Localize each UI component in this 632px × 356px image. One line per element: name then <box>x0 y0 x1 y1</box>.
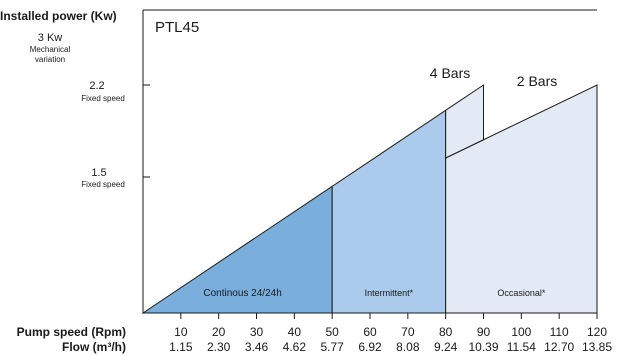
y-level-3kw: 3 Kw <box>38 32 63 44</box>
flow-tick-label-3: 4.62 <box>283 340 307 354</box>
x-tick-label-10: 10 <box>174 325 188 339</box>
x-tick-label-40: 40 <box>288 325 302 339</box>
y-level-3kw-note-2: variation <box>35 55 65 64</box>
x-tick-label-30: 30 <box>250 325 264 339</box>
y-level-3kw-note-1: Mechanical <box>30 45 71 54</box>
flow-tick-label-8: 10.39 <box>468 340 498 354</box>
x-axis-label-flow: Flow (m³/h) <box>62 340 126 354</box>
y-level-1-5: 1.5 <box>91 167 106 179</box>
x-tick-label-110: 110 <box>550 325 569 339</box>
flow-tick-label-2: 3.46 <box>245 340 269 354</box>
x-tick-label-50: 50 <box>325 325 339 339</box>
flow-tick-label-7: 9.24 <box>434 340 458 354</box>
flow-tick-label-0: 1.15 <box>169 340 193 354</box>
region-label-0: Continous 24/24h <box>203 288 281 299</box>
flow-tick-label-10: 12.70 <box>544 340 574 354</box>
flow-tick-label-4: 5.77 <box>320 340 344 354</box>
x-axis-label-rpm: Pump speed (Rpm) <box>17 325 126 339</box>
chart-title: PTL45 <box>155 19 199 36</box>
flow-tick-label-11: 13.85 <box>582 340 612 354</box>
curve-4-bars-peak <box>445 84 484 159</box>
x-tick-label-90: 90 <box>477 325 491 339</box>
y-level-2-2-note: Fixed speed <box>81 94 125 103</box>
x-tick-label-100: 100 <box>511 325 531 339</box>
curve-label-2-bars: 2 Bars <box>517 73 557 89</box>
x-tick-label-120: 120 <box>587 325 607 339</box>
y-level-1-5-note: Fixed speed <box>81 180 125 189</box>
flow-tick-label-9: 11.54 <box>507 340 536 354</box>
flow-tick-label-6: 8.08 <box>396 340 420 354</box>
region-label-2: Occasional* <box>497 288 546 298</box>
x-tick-label-70: 70 <box>401 325 415 339</box>
curve-label-4-bars: 4 Bars <box>430 65 470 81</box>
flow-tick-label-1: 2.30 <box>207 340 231 354</box>
region-label-1: Intermittent* <box>365 288 414 298</box>
flow-tick-label-5: 6.92 <box>358 340 382 354</box>
y-level-2-2: 2.2 <box>89 80 104 92</box>
y-axis-label: Installed power (Kw) <box>0 9 117 23</box>
x-tick-label-80: 80 <box>439 325 453 339</box>
x-tick-label-20: 20 <box>212 325 226 339</box>
x-tick-label-60: 60 <box>363 325 377 339</box>
region-intermittent <box>331 109 447 314</box>
